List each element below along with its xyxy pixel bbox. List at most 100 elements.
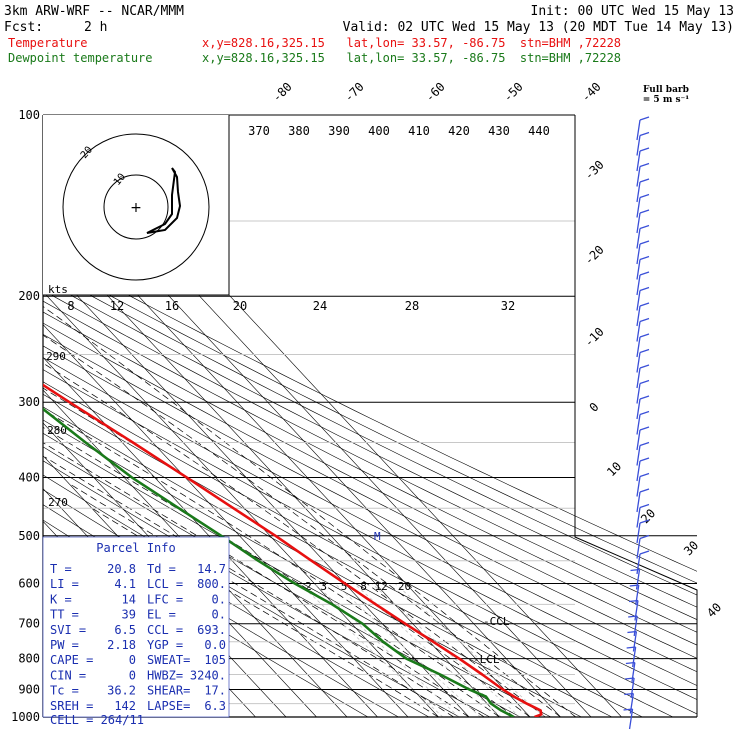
parcel-param-name: TT = xyxy=(50,608,79,622)
wind-barb xyxy=(625,661,636,683)
parcel-param-name: SVI = xyxy=(50,623,86,637)
wind-barb xyxy=(636,271,650,296)
theta-label: 440 xyxy=(528,124,550,138)
wind-barb xyxy=(636,348,650,373)
theta-label-left: 290 xyxy=(46,350,66,363)
pressure-tick-label: 600 xyxy=(18,576,40,590)
dry-adiabat xyxy=(43,345,697,686)
wind-barb xyxy=(624,692,634,714)
parcel-param-value: 800. xyxy=(197,577,226,591)
forecast-hour: 2 h xyxy=(84,20,107,35)
parcel-param-name: Tc = xyxy=(50,684,79,698)
wind-barb xyxy=(636,193,650,218)
dry-adiabat xyxy=(43,300,697,633)
parcel-param-value: 142 xyxy=(114,699,136,713)
mixing-ratio-label: 20 xyxy=(398,580,411,593)
wind-barb xyxy=(636,147,650,172)
wind-barb xyxy=(636,534,650,559)
mixing-ratio-line xyxy=(371,583,521,717)
parcel-param-value: 17. xyxy=(204,684,226,698)
parcel-param-value: 693. xyxy=(197,623,226,637)
parcel-info-panel: Parcel Info T = 20.8 Td = 14.7 LI = 4.1 LCL = 8… xyxy=(42,536,230,727)
theta-label: 370 xyxy=(248,124,270,138)
parcel-param-name: K = xyxy=(50,592,72,606)
moist-adiabat xyxy=(43,334,561,717)
parcel-param-name: SWEAT= xyxy=(147,653,190,667)
pressure-tick-label: 200 xyxy=(18,289,40,303)
parcel-param-name: EL = xyxy=(147,608,176,622)
el-marker: M xyxy=(374,530,381,543)
theta-label-left: 280 xyxy=(47,424,67,437)
moist-adiabat xyxy=(43,442,485,717)
parcel-param-name: CIN = xyxy=(50,668,86,682)
isotherm-label: -40 xyxy=(579,80,604,105)
pressure-tick-label: 500 xyxy=(18,529,40,543)
hodograph-origin-mark: + xyxy=(130,200,142,216)
pressure-tick-label: 800 xyxy=(18,652,40,666)
temperature-location: x,y=828.16,325.15 lat,lon= 33.57, -86.75… xyxy=(202,36,621,50)
wind-barb xyxy=(636,162,650,187)
mixing-ratio-label: 3 xyxy=(320,580,327,593)
moist-adiabat xyxy=(43,426,500,717)
isotherm-line xyxy=(43,324,409,717)
dry-adiabat xyxy=(43,249,697,572)
parcel-param-name: CCL = xyxy=(147,623,183,637)
wind-barb xyxy=(636,488,650,513)
wind-barb xyxy=(625,677,635,699)
wind-barb xyxy=(636,333,650,358)
wind-barb xyxy=(629,584,640,606)
dry-adiabat xyxy=(43,419,583,717)
moist-adiabat xyxy=(69,483,454,717)
temperature-legend: Temperature xyxy=(8,36,87,50)
parcel-cell: CELL = 264/11 xyxy=(50,713,144,727)
wind-barb xyxy=(636,457,650,482)
parcel-param-value: 14.7 xyxy=(197,562,226,576)
mixing-ratio-label: 5 xyxy=(341,580,348,593)
wind-barb xyxy=(636,472,650,497)
dry-adiabat xyxy=(43,269,697,596)
speed-tick-label: 8 xyxy=(67,299,74,313)
wind-barb xyxy=(636,410,650,435)
wind-barb xyxy=(636,302,650,327)
parcel-param-name: YGP = xyxy=(147,638,183,652)
hodograph-ring-10 xyxy=(103,174,169,240)
dry-adiabat xyxy=(43,279,697,608)
parcel-param-value: 0 xyxy=(129,668,136,682)
wind-barb xyxy=(636,116,650,141)
pressure-tick-label: 1000 xyxy=(11,710,40,724)
wind-barb xyxy=(626,646,637,668)
speed-tick-label: 16 xyxy=(165,299,179,313)
dry-adiabat xyxy=(43,406,613,717)
isotherm-line xyxy=(0,115,12,717)
theta-label: 430 xyxy=(488,124,510,138)
wind-barb xyxy=(636,240,650,265)
parcel-param-value: 39 xyxy=(122,608,136,622)
parcel-param-name: PW = xyxy=(50,638,79,652)
isotherm-line xyxy=(43,258,470,717)
wind-barb xyxy=(628,599,639,621)
isotherm-label: -60 xyxy=(423,80,448,105)
wind-barb xyxy=(636,503,650,528)
parcel-param-name: SREH = xyxy=(50,699,93,713)
mixing-ratio-label: 2 xyxy=(305,580,312,593)
dry-adiabat xyxy=(43,322,697,659)
dry-adiabat xyxy=(43,369,697,715)
dry-adiabat xyxy=(43,432,552,717)
isotherm-line xyxy=(43,291,439,717)
hodograph-ring-20 xyxy=(62,133,210,281)
wind-barb xyxy=(636,317,650,342)
pressure-tick-label: 700 xyxy=(18,617,40,631)
wind-barb xyxy=(636,364,650,389)
pressure-tick-label: 300 xyxy=(18,395,40,409)
wind-barb xyxy=(636,550,650,575)
dewpoint-location: x,y=828.16,325.15 lat,lon= 33.57, -86.75… xyxy=(202,51,621,65)
wind-barb xyxy=(636,426,650,451)
wind-barb xyxy=(630,568,641,590)
theta-label: 380 xyxy=(288,124,310,138)
isotherm-line xyxy=(43,356,378,717)
parcel-param-value: 20.8 xyxy=(107,562,136,576)
grid-labels: 2 3 5 8 12 201002003004005006007008009001000-… xyxy=(11,80,724,724)
valid-time: Valid: 02 UTC Wed 15 May 13 (20 MDT Tue … xyxy=(343,20,734,35)
